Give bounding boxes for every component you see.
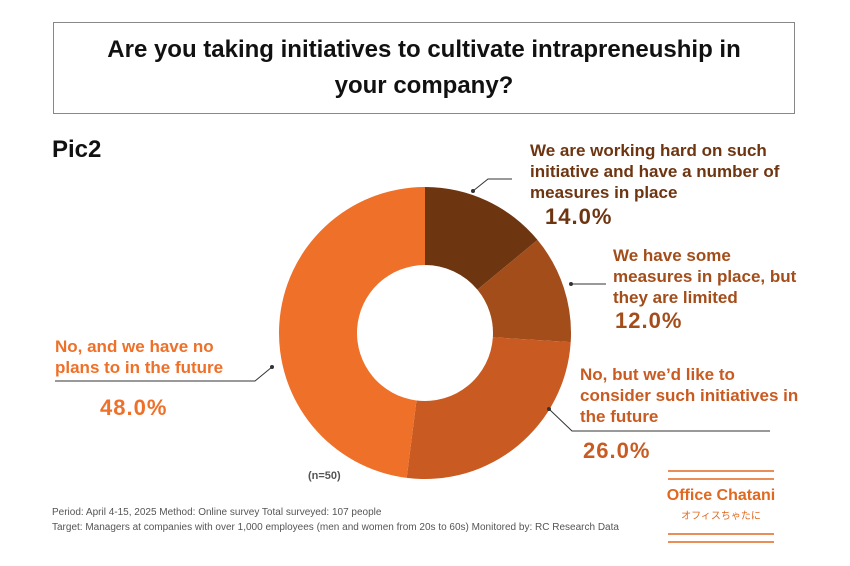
category-label: No, but we’d like to consider such initi… [580, 365, 799, 426]
logo: Office Chatani オフィスちゃたに [666, 487, 776, 522]
subtitle: Pic2 [52, 136, 102, 163]
notes: Period: April 4-15, 2025 Method: Online … [52, 505, 652, 535]
slice [406, 337, 571, 479]
category-label: We have some measures in place, but they… [613, 246, 797, 307]
slice [477, 239, 571, 343]
value-label: 14.0% [545, 204, 613, 229]
chart-title: Are you taking initiatives to cultivate … [53, 22, 795, 114]
leader-dot [547, 407, 551, 411]
category-label: No, and we have no plans to in the futur… [55, 337, 224, 377]
logo-name: Office Chatani [666, 487, 776, 504]
value-label: 48.0% [100, 395, 168, 420]
value-label: 12.0% [615, 308, 683, 333]
note: Period: April 4-15, 2025 Method: Online … [52, 507, 382, 518]
value-label: 26.0% [583, 438, 651, 463]
leader-dot [569, 282, 573, 286]
leader-dot [471, 189, 475, 193]
leader-line [55, 366, 273, 382]
note: Target: Managers at companies with over … [52, 522, 619, 533]
logo-subname: オフィスちゃたに [681, 511, 761, 522]
leader-dot [270, 365, 274, 369]
slice [425, 187, 538, 290]
category-label: We are working hard on such initiative a… [530, 141, 780, 202]
slice [278, 187, 425, 478]
sample-size: (n=50) [308, 470, 341, 482]
leader-line [472, 178, 512, 192]
leader-line [548, 408, 770, 432]
